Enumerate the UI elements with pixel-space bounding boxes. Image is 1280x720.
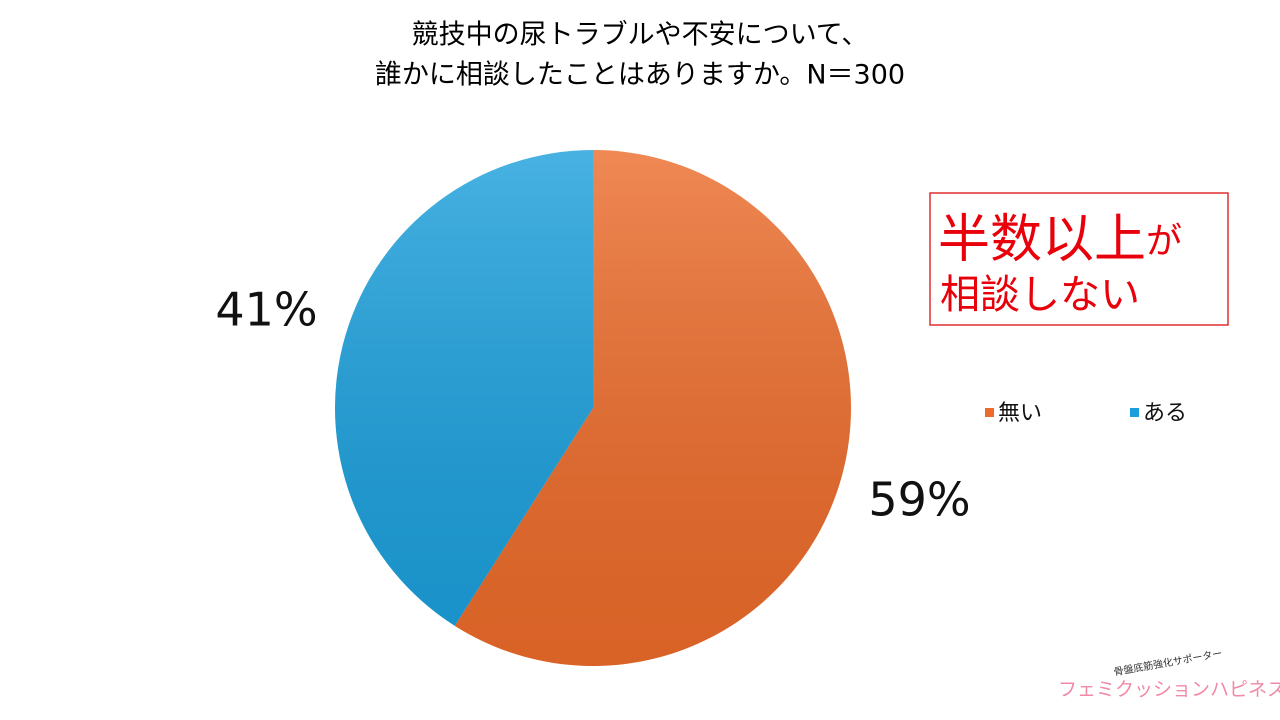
value-label: 59% bbox=[868, 472, 970, 526]
annotation: 半数以上が bbox=[938, 210, 1182, 270]
annotation-emphasis: 半数以上 bbox=[938, 210, 1146, 270]
legend: 無い ある bbox=[985, 401, 1187, 426]
value-label: 41% bbox=[215, 283, 317, 337]
logo: フェミクッションハピネス bbox=[1058, 679, 1280, 701]
logo-tagline: 骨盤底筋強化サポーター bbox=[1113, 647, 1224, 679]
legend-swatch bbox=[1130, 408, 1139, 417]
chart-title: 競技中の尿トラブルや不安について、 bbox=[412, 20, 869, 51]
legend-swatch bbox=[985, 408, 994, 417]
annotation-particle: が bbox=[1146, 221, 1182, 262]
pie bbox=[334, 150, 851, 666]
chart-title: 誰かに相談したことはありますか。N＝300 bbox=[375, 60, 905, 91]
legend-label: ある bbox=[1143, 401, 1187, 426]
annotation-box bbox=[929, 192, 1229, 326]
annotation: 相談しない bbox=[940, 272, 1140, 318]
legend-label: 無い bbox=[998, 401, 1042, 426]
